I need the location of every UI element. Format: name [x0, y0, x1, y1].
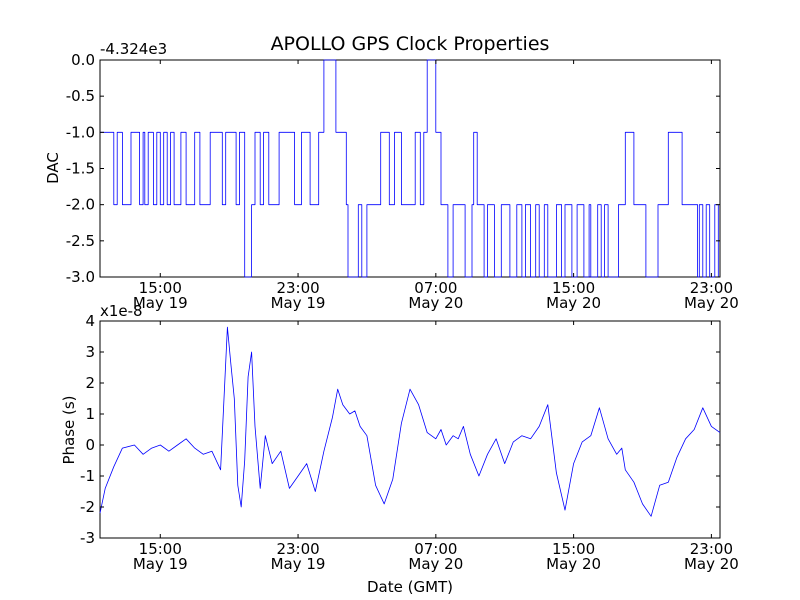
phase-y-axis-label: Phase (s) [60, 395, 78, 464]
dac-x-tick-date: May 20 [684, 294, 739, 312]
phase-x-tick-time: 07:00 [414, 540, 457, 558]
dac-y-ticks: 0.0 -0.5 -1.0 -1.5 -2.0 -2.5 -3.0 [66, 51, 720, 286]
phase-x-tick-date: May 20 [408, 555, 463, 573]
dac-y-tick-label: -2.5 [66, 232, 95, 250]
dac-x-tick-time: 15:00 [139, 279, 182, 297]
phase-y-tick-label: 4 [85, 312, 95, 330]
dac-y-axis-label: DAC [44, 152, 62, 184]
dac-x-tick-time: 15:00 [552, 279, 595, 297]
phase-y-tick-label: -1 [80, 467, 95, 485]
phase-y-tick-label: -2 [80, 498, 95, 516]
phase-y-ticks: 4 3 2 1 0 -1 -2 -3 [80, 312, 720, 547]
dac-offset-text: -4.324e3 [100, 40, 167, 58]
dac-y-tick-label: -1.5 [66, 160, 95, 178]
dac-y-tick-label: -3.0 [66, 268, 95, 286]
phase-x-tick-date: May 19 [271, 555, 326, 573]
phase-x-tick-time: 23:00 [690, 540, 733, 558]
phase-x-tick-time: 15:00 [552, 540, 595, 558]
dac-x-tick-date: May 20 [546, 294, 601, 312]
phase-x-tick-time: 23:00 [276, 540, 319, 558]
phase-y-tick-label: 3 [85, 343, 95, 361]
phase-x-tick-date: May 20 [546, 555, 601, 573]
phase-x-tick-date: May 19 [133, 555, 188, 573]
dac-x-tick-time: 07:00 [414, 279, 457, 297]
x-axis-label: Date (GMT) [367, 578, 453, 596]
phase-y-tick-label: -3 [80, 529, 95, 547]
dac-y-tick-label: -1.0 [66, 123, 95, 141]
phase-offset-text: x1e-8 [100, 302, 143, 320]
dac-y-tick-label: -2.0 [66, 196, 95, 214]
dac-y-tick-label: 0.0 [71, 51, 95, 69]
phase-axes-frame [99, 320, 721, 539]
phase-y-tick-label: 1 [85, 405, 95, 423]
chart-title: APOLLO GPS Clock Properties [271, 33, 550, 55]
phase-x-tick-date: May 20 [684, 555, 739, 573]
dac-x-tick-date: May 19 [133, 294, 188, 312]
dac-x-tick-time: 23:00 [276, 279, 319, 297]
dac-y-tick-label: -0.5 [66, 87, 95, 105]
dac-x-tick-date: May 20 [408, 294, 463, 312]
phase-x-tick-time: 15:00 [139, 540, 182, 558]
phase-y-tick-label: 2 [85, 374, 95, 392]
phase-series-line [99, 326, 721, 517]
dac-x-tick-date: May 19 [271, 294, 326, 312]
dac-x-tick-time: 23:00 [690, 279, 733, 297]
phase-y-tick-label: 0 [85, 436, 95, 454]
dac-series-line [100, 59, 719, 278]
